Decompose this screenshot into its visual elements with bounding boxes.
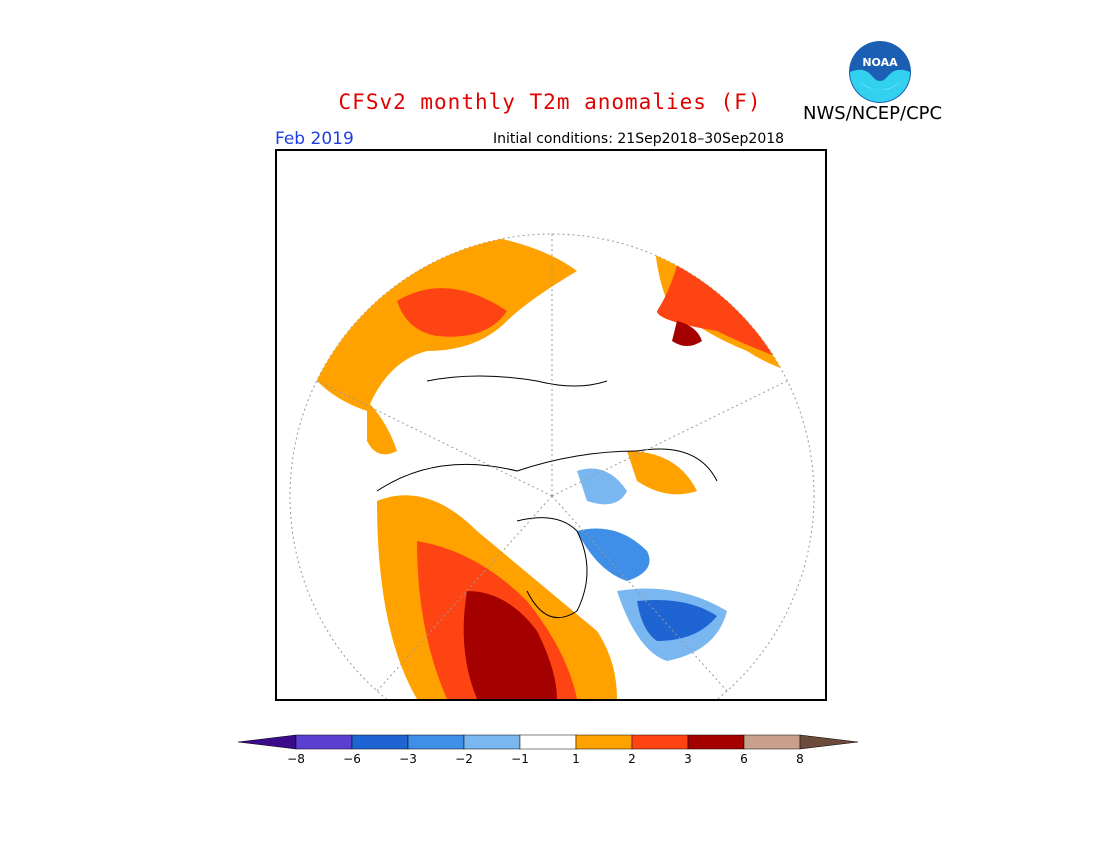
colorbar-swatch-3-6 bbox=[687, 734, 745, 750]
colorbar-tick-label: −3 bbox=[399, 752, 417, 766]
colorbar-swatch--3--2 bbox=[407, 734, 465, 750]
polar-map bbox=[275, 149, 827, 701]
colorbar-tick-label: 8 bbox=[796, 752, 804, 766]
chart-title: CFSv2 monthly T2m anomalies (F) bbox=[338, 90, 762, 114]
anomaly-region-greenland-cold bbox=[577, 468, 627, 505]
colorbar-tick-label: −1 bbox=[511, 752, 529, 766]
colorbar-tick-label: 3 bbox=[684, 752, 692, 766]
anomaly-region-eastern-na-colder bbox=[637, 600, 717, 641]
noaa-logo-text: NOAA bbox=[862, 56, 898, 69]
coastline-arctic bbox=[376, 375, 718, 619]
colorbar-swatch-6-8 bbox=[743, 734, 801, 750]
colorbar-tick-label: −2 bbox=[455, 752, 473, 766]
anomaly-region-canada-cold bbox=[577, 528, 650, 581]
colorbar-swatch--8--6 bbox=[295, 734, 353, 750]
colorbar-swatch--1-1 bbox=[519, 734, 577, 750]
colorbar-tick-label: −6 bbox=[343, 752, 361, 766]
anomaly-region-western-na-peak bbox=[463, 591, 557, 699]
colorbar-swatch-lt-8 bbox=[238, 734, 297, 750]
anomaly-region-scandinavia-peak bbox=[672, 321, 702, 346]
colorbar-swatch-1-2 bbox=[575, 734, 633, 750]
initial-conditions-label: Initial conditions: 21Sep2018–30Sep2018 bbox=[493, 131, 785, 147]
anomaly-region-siberia-core bbox=[397, 288, 507, 337]
map-circle-outline bbox=[289, 233, 815, 699]
valid-month-label: Feb 2019 bbox=[275, 129, 354, 149]
anomaly-region-alaska bbox=[367, 401, 397, 455]
anomaly-region-greenland-warm bbox=[627, 451, 697, 495]
colorbar-tick-label: −8 bbox=[287, 752, 305, 766]
colorbar-swatch--6--3 bbox=[351, 734, 409, 750]
colorbar-swatch--2--1 bbox=[463, 734, 521, 750]
colorbar bbox=[238, 734, 859, 750]
colorbar-tick-label: 2 bbox=[628, 752, 636, 766]
agency-label: NWS/NCEP/CPC bbox=[803, 103, 943, 124]
colorbar-tick-label: 1 bbox=[572, 752, 580, 766]
colorbar-swatch-2-3 bbox=[631, 734, 689, 750]
noaa-logo: NOAA bbox=[849, 41, 911, 103]
colorbar-swatch-gt-8 bbox=[799, 734, 859, 750]
colorbar-tick-label: 6 bbox=[740, 752, 748, 766]
